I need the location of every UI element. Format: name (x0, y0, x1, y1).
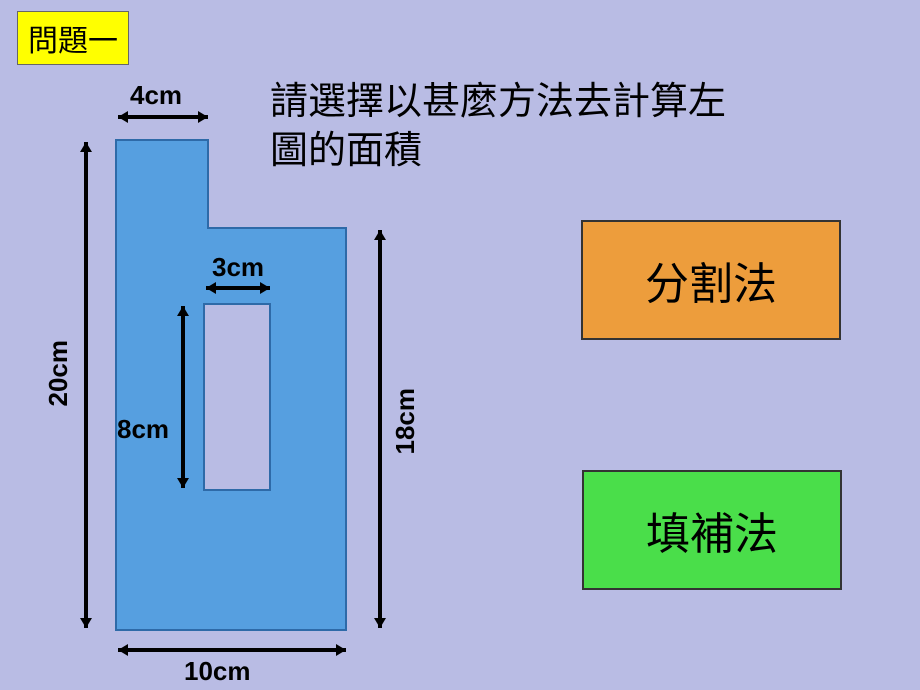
dim-label-10cm: 10cm (184, 656, 251, 687)
question-line1: 請選擇以甚麼方法去計算左 (270, 81, 726, 123)
dim-label-18cm: 18cm (390, 388, 421, 455)
question-line2: 圖的面積 (270, 130, 422, 172)
fill-method-button[interactable]: 填補法 (582, 470, 842, 590)
split-method-label: 分割法 (645, 248, 777, 312)
split-method-button[interactable]: 分割法 (581, 220, 841, 340)
problem-title-text: 問題一 (28, 25, 118, 58)
shape-outline (116, 140, 346, 630)
question-prompt: 請選擇以甚麼方法去計算左 圖的面積 (270, 78, 726, 177)
dim-label-20cm: 20cm (43, 340, 74, 407)
problem-title: 問題一 (17, 11, 129, 65)
fill-method-label: 填補法 (646, 498, 778, 562)
dim-label-4cm: 4cm (130, 80, 182, 111)
dim-label-8cm: 8cm (117, 414, 169, 445)
dim-label-3cm: 3cm (212, 252, 264, 283)
